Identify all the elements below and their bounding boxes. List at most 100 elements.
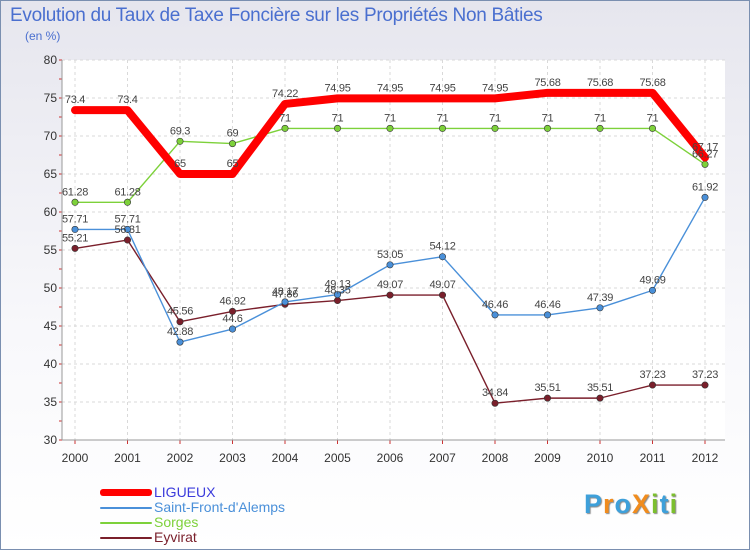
data-label: 35.51 [534, 382, 560, 394]
x-tick-label: 2007 [429, 451, 456, 465]
data-point [281, 298, 289, 306]
data-point [386, 291, 394, 299]
data-label: 73.4 [117, 94, 137, 106]
data-point [229, 307, 237, 315]
data-point [333, 124, 341, 132]
data-label: 46.92 [219, 295, 245, 307]
data-label: 71 [489, 112, 501, 124]
data-point [596, 124, 604, 132]
data-point [281, 124, 289, 132]
data-point [543, 311, 551, 319]
data-label: 66.27 [692, 148, 718, 160]
data-point [543, 394, 551, 402]
legend-item: Sorges [100, 515, 285, 530]
data-label: 57.71 [114, 213, 140, 225]
logo-letter: X [632, 489, 652, 519]
data-label: 71 [384, 112, 396, 124]
data-label: 35.51 [587, 382, 613, 394]
data-label: 47.39 [587, 292, 613, 304]
legend-swatch [100, 521, 152, 524]
data-label: 73.4 [65, 94, 85, 106]
logo-letter: r [603, 489, 615, 519]
y-tick-label: 65 [44, 167, 58, 181]
data-label: 46.46 [482, 299, 508, 311]
data-label: 74.95 [324, 82, 350, 94]
data-point [701, 193, 709, 201]
data-label: 71 [594, 112, 606, 124]
data-point [71, 225, 79, 233]
x-tick-label: 2008 [482, 451, 509, 465]
x-tick-label: 2012 [692, 451, 719, 465]
data-label: 61.28 [114, 186, 140, 198]
data-label: 45.56 [167, 306, 193, 318]
data-label: 48.17 [272, 286, 298, 298]
data-point [124, 198, 132, 206]
data-label: 49.07 [429, 279, 455, 291]
data-label: 42.88 [167, 326, 193, 338]
data-point [333, 297, 341, 305]
data-label: 49.07 [377, 279, 403, 291]
data-point [543, 124, 551, 132]
y-tick-label: 35 [44, 395, 58, 409]
data-point [124, 225, 132, 233]
data-label: 74.95 [377, 82, 403, 94]
data-label: 56.31 [114, 224, 140, 236]
legend-label: Sorges [154, 514, 199, 530]
data-label: 71 [437, 112, 449, 124]
x-tick-label: 2003 [219, 451, 246, 465]
data-label: 37.23 [692, 369, 718, 381]
legend-swatch [100, 536, 152, 539]
data-label: 49.69 [639, 274, 665, 286]
data-label: 53.05 [377, 249, 403, 261]
legend-item: Saint-Front-d'Alemps [100, 500, 285, 515]
legend-swatch [100, 489, 152, 496]
logo-letter: o [614, 489, 633, 519]
data-point [124, 236, 132, 244]
data-point [229, 325, 237, 333]
data-point [596, 304, 604, 312]
data-point [229, 140, 237, 148]
data-point [596, 394, 604, 402]
data-point [176, 338, 184, 346]
data-point [176, 318, 184, 326]
x-tick-label: 2000 [62, 451, 89, 465]
data-point [386, 261, 394, 269]
data-point [701, 381, 709, 389]
data-point [438, 124, 446, 132]
data-point [648, 381, 656, 389]
data-point [71, 198, 79, 206]
x-tick-label: 2010 [587, 451, 614, 465]
data-label: 61.92 [692, 181, 718, 193]
data-point [491, 311, 499, 319]
proxiti-logo: ProXiti [584, 489, 678, 520]
data-label: 65 [227, 158, 239, 170]
logo-letter: P [584, 489, 604, 519]
y-tick-label: 30 [44, 433, 58, 447]
data-label: 71 [279, 112, 291, 124]
data-label: 69 [227, 128, 239, 140]
x-tick-label: 2006 [377, 451, 404, 465]
data-label: 67.17 [692, 142, 718, 154]
data-label: 75.68 [639, 77, 665, 89]
x-tick-label: 2011 [640, 451, 666, 465]
y-tick-label: 60 [44, 205, 58, 219]
data-label: 74.95 [482, 82, 508, 94]
x-tick-label: 2002 [167, 451, 194, 465]
data-label: 54.12 [429, 241, 455, 253]
data-label: 74.95 [429, 82, 455, 94]
data-label: 71 [542, 112, 554, 124]
logo-letter: i [651, 489, 660, 519]
y-tick-label: 50 [44, 281, 58, 295]
logo-letter: i [669, 489, 679, 519]
data-label: 75.68 [587, 77, 613, 89]
data-label: 49.13 [324, 279, 350, 291]
data-point [386, 124, 394, 132]
data-label: 71 [647, 112, 659, 124]
data-label: 71 [332, 112, 344, 124]
data-point [333, 291, 341, 299]
data-point [438, 253, 446, 261]
y-tick-label: 75 [44, 91, 58, 105]
chart-title: Evolution du Taux de Taxe Foncière sur l… [10, 5, 543, 26]
x-tick-label: 2004 [272, 451, 299, 465]
